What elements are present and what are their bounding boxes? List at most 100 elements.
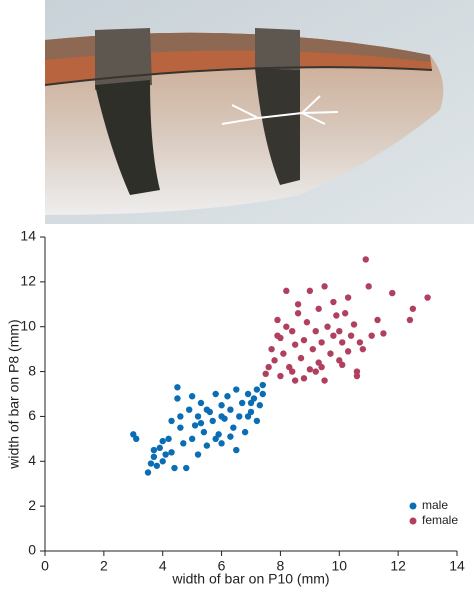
- point: [347, 332, 355, 339]
- point: [144, 469, 152, 476]
- point: [321, 283, 328, 290]
- y-tick-label: 8: [28, 362, 36, 378]
- point: [150, 453, 158, 460]
- x-tick-label: 8: [277, 558, 285, 574]
- point: [303, 319, 311, 326]
- point: [153, 462, 161, 469]
- point: [341, 310, 349, 317]
- point: [247, 399, 255, 407]
- point: [197, 399, 205, 407]
- point: [312, 368, 319, 375]
- point: [218, 440, 225, 447]
- point: [274, 316, 281, 324]
- y-tick-label: 2: [28, 497, 36, 513]
- point: [327, 350, 334, 357]
- point: [224, 393, 231, 400]
- point: [203, 442, 211, 449]
- point: [300, 375, 308, 382]
- point: [162, 451, 169, 458]
- x-tick-label: 4: [159, 558, 167, 574]
- point: [212, 435, 219, 443]
- point: [353, 368, 361, 375]
- point: [191, 422, 199, 429]
- point: [186, 406, 193, 413]
- point: [147, 460, 155, 467]
- legend-marker: [409, 502, 417, 510]
- point: [133, 435, 140, 443]
- point: [274, 332, 281, 339]
- point: [174, 395, 181, 402]
- point: [368, 332, 375, 339]
- x-tick-label: 10: [331, 558, 347, 574]
- point: [188, 435, 196, 443]
- point: [339, 339, 346, 346]
- point: [280, 350, 287, 357]
- point: [218, 413, 225, 420]
- point: [227, 433, 234, 440]
- point: [362, 256, 369, 263]
- x-tick-label: 6: [218, 558, 226, 574]
- point: [200, 428, 208, 436]
- point: [165, 435, 172, 443]
- point: [350, 321, 358, 328]
- point: [203, 406, 211, 413]
- point: [241, 428, 249, 436]
- y-tick-label: 4: [28, 452, 36, 468]
- point: [171, 464, 178, 472]
- point: [197, 419, 205, 427]
- point: [333, 312, 340, 319]
- point: [389, 289, 396, 297]
- point: [177, 413, 184, 420]
- point: [291, 377, 299, 384]
- point: [168, 417, 175, 425]
- point: [297, 354, 305, 362]
- point: [209, 417, 216, 425]
- point: [283, 323, 290, 330]
- point: [265, 363, 272, 371]
- point: [212, 390, 219, 398]
- y-tick-label: 6: [28, 407, 36, 423]
- point: [236, 413, 243, 420]
- point: [218, 402, 225, 409]
- point: [159, 437, 166, 445]
- point: [227, 406, 234, 413]
- legend-label: female: [422, 513, 458, 527]
- point: [318, 363, 325, 371]
- point: [244, 413, 252, 420]
- point: [336, 328, 343, 335]
- point: [330, 298, 337, 306]
- point: [244, 390, 252, 398]
- plot-area: 0 2 4 6 8 10 12 14 0 2 4 6 8 10 12 14 width of bar on P1…: [6, 228, 465, 587]
- point: [291, 341, 299, 348]
- point: [344, 294, 352, 301]
- point: [277, 372, 284, 380]
- point: [424, 294, 431, 301]
- point: [289, 368, 296, 375]
- x-axis-label: width of bar on P10 (mm): [171, 571, 329, 587]
- point: [268, 345, 275, 353]
- x-tick-label: 2: [100, 558, 108, 574]
- point: [188, 393, 196, 400]
- point: [339, 361, 346, 369]
- point: [374, 316, 381, 324]
- point: [150, 446, 158, 454]
- point: [356, 339, 364, 346]
- point: [330, 332, 337, 339]
- y-tick-label: 0: [28, 542, 36, 558]
- point: [271, 357, 278, 364]
- point: [353, 372, 361, 380]
- point: [312, 328, 319, 335]
- point: [406, 316, 414, 324]
- point: [259, 390, 266, 398]
- point: [256, 402, 264, 409]
- point: [233, 386, 240, 393]
- point: [306, 287, 314, 295]
- point: [194, 413, 202, 420]
- point: [168, 449, 175, 456]
- point: [283, 287, 290, 295]
- point: [294, 301, 302, 308]
- point: [159, 458, 166, 465]
- point: [300, 336, 308, 344]
